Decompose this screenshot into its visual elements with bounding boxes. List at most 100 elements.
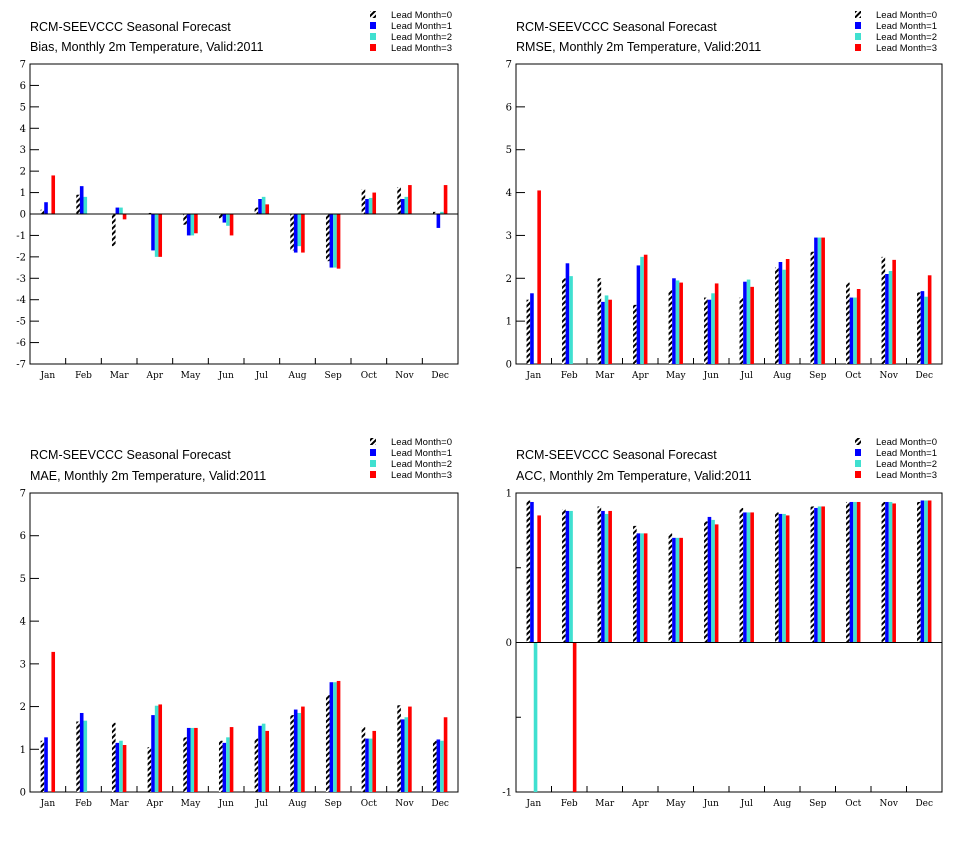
x-tick-label: Jun bbox=[218, 371, 234, 381]
legend-swatch-2 bbox=[855, 460, 861, 467]
bar-aug-lead0 bbox=[290, 715, 294, 792]
x-tick-label: Dec bbox=[915, 799, 933, 809]
x-tick-label: Sep bbox=[325, 371, 342, 381]
legend-swatch-1 bbox=[370, 22, 376, 29]
bar-mar-lead3 bbox=[608, 510, 612, 643]
x-tick-label: Dec bbox=[431, 371, 449, 381]
bar-feb-lead2 bbox=[83, 720, 88, 792]
bar-oct-lead2 bbox=[853, 297, 857, 364]
legend-swatch-1 bbox=[370, 449, 376, 456]
bar-may-lead2 bbox=[190, 727, 195, 792]
chart-title: RCM-SEEVCCC Seasonal Forecast bbox=[516, 448, 717, 462]
bar-aug-lead3 bbox=[785, 259, 790, 364]
x-tick-label: Apr bbox=[146, 371, 164, 381]
x-tick-label: Feb bbox=[75, 371, 92, 381]
bar-oct-lead1 bbox=[365, 738, 369, 792]
x-tick-label: Oct bbox=[845, 799, 861, 809]
bar-feb-lead1 bbox=[565, 510, 570, 643]
bar-jun-lead1 bbox=[222, 214, 227, 223]
bar-may-lead0 bbox=[668, 533, 673, 643]
legend-swatch-0 bbox=[370, 438, 376, 445]
legend-label-3: Lead Month=3 bbox=[391, 43, 452, 54]
bar-sep-lead3 bbox=[821, 237, 825, 364]
bar-dec-lead2 bbox=[440, 740, 444, 792]
bar-jun-lead3 bbox=[714, 524, 719, 643]
x-tick-label: Jun bbox=[703, 371, 719, 381]
x-tick-label: Oct bbox=[361, 371, 377, 381]
x-tick-label: Feb bbox=[561, 371, 578, 381]
x-tick-label: May bbox=[666, 371, 687, 381]
bar-sep-lead0 bbox=[810, 251, 815, 364]
x-tick-label: May bbox=[181, 799, 202, 809]
chart-panel-2: RCM-SEEVCCC Seasonal Forecast MAE, Monthl… bbox=[20, 437, 459, 809]
y-tick-label: 6 bbox=[20, 531, 26, 542]
bar-jun-lead3 bbox=[229, 727, 234, 792]
bar-dec-lead3 bbox=[443, 717, 448, 792]
legend-swatch-3 bbox=[855, 471, 861, 478]
bar-mar-lead1 bbox=[601, 301, 605, 364]
y-tick-label: 5 bbox=[506, 145, 512, 156]
bar-jan-lead3 bbox=[537, 190, 541, 364]
bar-aug-lead1 bbox=[293, 214, 298, 253]
bar-jul-lead0 bbox=[254, 738, 259, 792]
bar-aug-lead0 bbox=[775, 512, 779, 643]
bar-sep-lead0 bbox=[325, 695, 330, 792]
x-tick-label: Aug bbox=[287, 371, 306, 381]
bar-jan-lead3 bbox=[51, 651, 56, 792]
bar-jul-lead0 bbox=[254, 207, 259, 214]
bar-sep-lead1 bbox=[329, 214, 334, 268]
y-tick-label: 6 bbox=[506, 102, 512, 113]
x-tick-label: Aug bbox=[772, 799, 791, 809]
y-tick-label: 4 bbox=[506, 188, 512, 199]
x-tick-label: Apr bbox=[631, 799, 649, 809]
bar-jan-lead0 bbox=[526, 500, 531, 643]
bar-may-lead1 bbox=[186, 727, 191, 792]
bar-jun-lead2 bbox=[711, 519, 715, 643]
bar-apr-lead3 bbox=[643, 254, 648, 364]
bar-dec-lead3 bbox=[927, 275, 932, 364]
bar-oct-lead1 bbox=[849, 297, 854, 364]
x-tick-label: Dec bbox=[431, 799, 449, 809]
bar-oct-lead3 bbox=[856, 501, 861, 643]
bar-sep-lead3 bbox=[821, 506, 825, 643]
bar-oct-lead0 bbox=[846, 282, 850, 364]
bar-jul-lead3 bbox=[265, 730, 270, 792]
x-tick-label: Oct bbox=[361, 799, 377, 809]
bar-jan-lead1 bbox=[530, 501, 534, 643]
bar-apr-lead0 bbox=[147, 747, 152, 792]
bar-may-lead2 bbox=[190, 214, 195, 236]
bar-jan-lead0 bbox=[526, 299, 531, 364]
bar-may-lead3 bbox=[679, 282, 683, 364]
y-tick-label: -1 bbox=[16, 231, 26, 242]
bar-jun-lead2 bbox=[711, 293, 715, 364]
bar-jul-lead3 bbox=[265, 204, 270, 214]
bar-may-lead3 bbox=[679, 537, 683, 643]
legend-label-3: Lead Month=3 bbox=[391, 470, 452, 481]
chart-subtitle: MAE, Monthly 2m Temperature, Valid:2011 bbox=[30, 469, 266, 483]
legend-label-1: Lead Month=1 bbox=[391, 448, 452, 459]
x-tick-label: May bbox=[666, 799, 687, 809]
bar-feb-lead0 bbox=[562, 509, 566, 643]
bar-apr-lead3 bbox=[643, 533, 648, 643]
bar-oct-lead2 bbox=[368, 738, 373, 792]
chart-subtitle: RMSE, Monthly 2m Temperature, Valid:2011 bbox=[516, 40, 761, 54]
y-tick-label: 6 bbox=[20, 81, 26, 92]
bar-may-lead1 bbox=[186, 214, 191, 236]
bar-mar-lead0 bbox=[111, 722, 116, 792]
bar-sep-lead1 bbox=[814, 237, 818, 364]
bar-mar-lead3 bbox=[608, 299, 612, 364]
bar-apr-lead0 bbox=[633, 304, 637, 364]
bar-sep-lead2 bbox=[333, 682, 337, 792]
bar-aug-lead2 bbox=[297, 712, 302, 792]
bar-sep-lead2 bbox=[333, 214, 337, 268]
legend-label-0: Lead Month=0 bbox=[391, 437, 452, 448]
bar-mar-lead2 bbox=[119, 207, 123, 214]
bar-nov-lead1 bbox=[400, 199, 405, 214]
bar-apr-lead0 bbox=[633, 525, 637, 643]
bar-jul-lead1 bbox=[743, 512, 747, 643]
bar-nov-lead3 bbox=[892, 259, 896, 364]
legend-swatch-3 bbox=[855, 44, 861, 51]
y-tick-label: 7 bbox=[20, 60, 26, 71]
x-tick-label: Aug bbox=[772, 371, 791, 381]
x-tick-label: Jul bbox=[255, 799, 268, 809]
